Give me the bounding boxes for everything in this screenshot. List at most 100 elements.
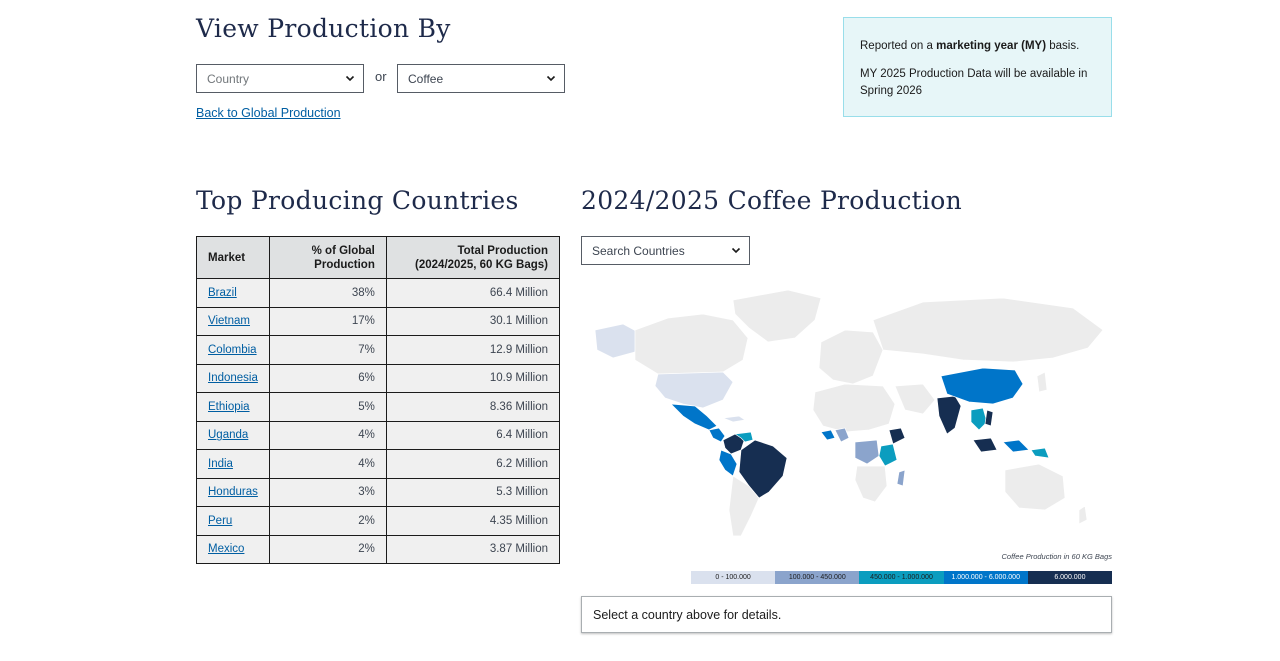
map-region-indonesia[interactable] bbox=[972, 437, 998, 453]
or-label: or bbox=[375, 69, 387, 84]
map-region-madagascar[interactable] bbox=[896, 469, 906, 487]
map-region-australia[interactable] bbox=[1004, 463, 1066, 511]
back-to-global-link[interactable]: Back to Global Production bbox=[196, 106, 341, 120]
map-region-indonesia-east[interactable] bbox=[1002, 439, 1030, 453]
map-title: 2024/2025 Coffee Production bbox=[581, 186, 963, 215]
market-link[interactable]: Uganda bbox=[208, 429, 249, 442]
column-header-market: Market bbox=[196, 236, 270, 279]
map-region-west-africa[interactable] bbox=[820, 429, 836, 441]
chevron-down-icon bbox=[546, 73, 556, 83]
map-region-papua[interactable] bbox=[1030, 447, 1050, 459]
column-header-pct: % of Global Production bbox=[268, 236, 387, 279]
legend-segment: 100.000 - 450.000 bbox=[775, 571, 860, 584]
map-region-greenland[interactable] bbox=[732, 289, 822, 343]
market-link[interactable]: Ethiopia bbox=[208, 400, 250, 413]
map-region-europe[interactable] bbox=[818, 329, 884, 385]
chevron-down-icon bbox=[345, 73, 355, 83]
map-region-vietnam[interactable] bbox=[984, 409, 994, 427]
pct-cell: 17% bbox=[268, 306, 387, 336]
table-row: Colombia 7% 12.9 Million bbox=[196, 335, 561, 365]
page-title: View Production By bbox=[196, 14, 451, 43]
pct-cell: 4% bbox=[268, 420, 387, 450]
map-region-china[interactable] bbox=[940, 367, 1024, 405]
total-cell: 5.3 Million bbox=[385, 477, 561, 507]
market-cell: Vietnam bbox=[196, 306, 270, 336]
legend-title: Coffee Production in 60 KG Bags bbox=[1001, 552, 1112, 561]
map-region-russia[interactable] bbox=[872, 297, 1104, 363]
map-region-caribbean[interactable] bbox=[722, 415, 746, 423]
market-link[interactable]: Vietnam bbox=[208, 315, 250, 328]
pct-cell: 2% bbox=[268, 534, 387, 564]
map-region-west-africa-2[interactable] bbox=[834, 427, 850, 443]
pct-cell: 2% bbox=[268, 506, 387, 536]
table-row: Peru 2% 4.35 Million bbox=[196, 506, 561, 536]
total-cell: 8.36 Million bbox=[385, 392, 561, 422]
map-region-usa[interactable] bbox=[654, 371, 734, 409]
total-cell: 3.87 Million bbox=[385, 534, 561, 564]
market-cell: Brazil bbox=[196, 278, 270, 308]
market-link[interactable]: Mexico bbox=[208, 543, 245, 556]
pct-cell: 7% bbox=[268, 335, 387, 365]
commodity-select-value: Coffee bbox=[408, 71, 444, 86]
table-header-row: Market % of Global Production Total Prod… bbox=[196, 236, 561, 279]
total-cell: 12.9 Million bbox=[385, 335, 561, 365]
legend-segment: 6.000.000 bbox=[1027, 571, 1113, 584]
pct-cell: 4% bbox=[268, 449, 387, 479]
map-region-central-america[interactable] bbox=[708, 427, 726, 443]
total-cell: 6.4 Million bbox=[385, 420, 561, 450]
market-cell: Mexico bbox=[196, 534, 270, 564]
table-row: Ethiopia 5% 8.36 Million bbox=[196, 392, 561, 422]
info-availability: MY 2025 Production Data will be availabl… bbox=[860, 68, 1088, 97]
map-region-venezuela[interactable] bbox=[734, 431, 754, 443]
top-countries-title: Top Producing Countries bbox=[196, 186, 519, 215]
market-cell: Colombia bbox=[196, 335, 270, 365]
country-details-box: Select a country above for details. bbox=[581, 596, 1112, 633]
total-cell: 4.35 Million bbox=[385, 506, 561, 536]
market-link[interactable]: Peru bbox=[208, 514, 233, 527]
map-region-alaska[interactable] bbox=[594, 323, 639, 359]
country-select[interactable]: Country bbox=[196, 64, 364, 93]
market-link[interactable]: Honduras bbox=[208, 486, 258, 499]
info-marketing-year: Reported on a marketing year (MY) basis. bbox=[860, 40, 1080, 52]
market-link[interactable]: Indonesia bbox=[208, 372, 258, 385]
map-region-southern-south-america[interactable] bbox=[728, 475, 760, 537]
pct-cell: 5% bbox=[268, 392, 387, 422]
legend-segment: 0 - 100.000 bbox=[691, 571, 776, 584]
world-map[interactable] bbox=[583, 280, 1113, 545]
map-region-central-africa[interactable] bbox=[854, 439, 880, 465]
map-legend: 0 - 100.000 100.000 - 450.000 450.000 - 1.… bbox=[691, 571, 1113, 584]
market-link[interactable]: India bbox=[208, 457, 233, 470]
market-link[interactable]: Brazil bbox=[208, 286, 237, 299]
search-countries-select[interactable]: Search Countries bbox=[581, 236, 750, 265]
map-region-canada[interactable] bbox=[634, 313, 749, 376]
map-region-southeast-asia[interactable] bbox=[970, 407, 988, 431]
market-link[interactable]: Colombia bbox=[208, 343, 257, 356]
pct-cell: 38% bbox=[268, 278, 387, 308]
map-region-new-zealand[interactable] bbox=[1078, 505, 1088, 525]
table-row: Vietnam 17% 30.1 Million bbox=[196, 306, 561, 336]
map-region-southern-africa[interactable] bbox=[854, 465, 888, 503]
table-row: Brazil 38% 66.4 Million bbox=[196, 278, 561, 308]
map-region-brazil[interactable] bbox=[738, 439, 788, 499]
map-region-peru[interactable] bbox=[718, 449, 738, 477]
map-region-ethiopia[interactable] bbox=[888, 427, 906, 445]
table-row: Honduras 3% 5.3 Million bbox=[196, 477, 561, 507]
total-cell: 66.4 Million bbox=[385, 278, 561, 308]
map-region-middle-east[interactable] bbox=[894, 383, 936, 415]
top-countries-table: Market % of Global Production Total Prod… bbox=[196, 236, 561, 564]
commodity-select[interactable]: Coffee bbox=[397, 64, 565, 93]
map-region-india[interactable] bbox=[936, 395, 962, 435]
market-cell: Indonesia bbox=[196, 363, 270, 393]
market-cell: Honduras bbox=[196, 477, 270, 507]
search-countries-placeholder: Search Countries bbox=[592, 243, 685, 258]
market-cell: Ethiopia bbox=[196, 392, 270, 422]
total-cell: 6.2 Million bbox=[385, 449, 561, 479]
total-cell: 10.9 Million bbox=[385, 363, 561, 393]
market-cell: India bbox=[196, 449, 270, 479]
map-region-mexico[interactable] bbox=[670, 403, 718, 431]
legend-segment: 450.000 - 1.000.000 bbox=[859, 571, 944, 584]
map-region-east-africa[interactable] bbox=[878, 443, 898, 467]
map-region-japan[interactable] bbox=[1036, 371, 1048, 393]
map-region-north-africa[interactable] bbox=[812, 383, 896, 433]
table-row: Uganda 4% 6.4 Million bbox=[196, 420, 561, 450]
